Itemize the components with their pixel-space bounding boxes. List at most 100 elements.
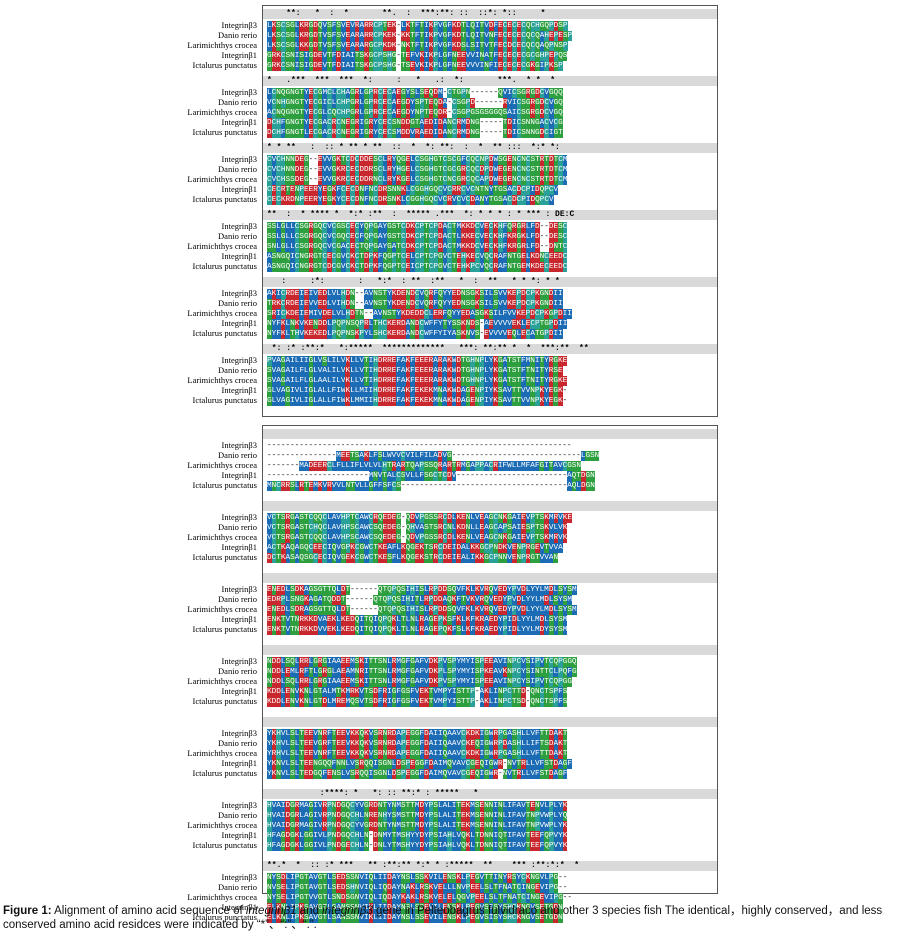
sequence-row: NYSDLIPGTAVGTLSEDSSNVIQLIIDAYNSLSSKVILEN… — [267, 873, 568, 883]
sequence-row: YKHVLSLTEEVNRFTEEVKKQKVSRNRDAPEGGFDAIIQA… — [267, 729, 568, 739]
sequence-row: ENEDLSDRAGSGTTQLDT------QTQPQSIHISLRPDDS… — [267, 605, 577, 615]
sequence-row: HFAGDGKLGGIVLPNDGQCHLN-DNMYTMSHYYDYPSIAH… — [267, 831, 568, 841]
alignment-block: : :*: : *:* : ** :** * : ** * * *: * * AK… — [263, 277, 717, 339]
sequence-row: AKICRDEIEIVEDLVLHDN--AVNSTYKDENDCVQRFQYY… — [267, 289, 563, 299]
species-label: Integrinβ3 — [221, 512, 257, 522]
species-label: Integrinβ3 — [221, 20, 257, 30]
species-label: Integrinβ3 — [221, 728, 257, 738]
species-label: Ictalurus punctatus — [192, 480, 257, 490]
sequence-row: ----------------------------------------… — [267, 442, 572, 450]
species-label-group: Integrinβ3 Danio rerio Larimichthys crocea… — [145, 584, 257, 634]
species-label: Ictalurus punctatus — [192, 194, 257, 204]
alignment-block: NDDLSQLRRLGRGIAAEEMSKITTSNLRMGFGAFVDKPVS… — [263, 645, 717, 707]
alignment-block: :****: * *: :: **:* : ***** * HVAIDGRMAG… — [263, 789, 717, 851]
sequence-row: VCTSRGASTCQQCLAVHPSCAWCSQEDEG-QDVPGSSRCD… — [267, 533, 568, 543]
sequence-row: LKSCSGLKKGDTVSFSVEARARGCPKDK-NKTFTIKPVGF… — [267, 41, 568, 51]
species-label-group: Integrinβ3 Danio rerio Larimichthys crocea… — [145, 154, 257, 204]
sequence-row: DCHFGNGTLECGACRCNEGRIGRYCECSMDDVRAEDIDAN… — [267, 128, 563, 138]
alignment-block: * .*** *** *** *: : * .: *: ***. * * * L… — [263, 76, 717, 138]
consensus-line: :****: * *: :: **:* : ***** * — [263, 789, 717, 799]
sequence-row: NDDLSQLRRLGRGIAAEEMSKITTSNLRMGFGAFVDKPVS… — [267, 657, 577, 667]
sequence-row: CECKRDNPEERYEGKYCECDNFNCDRSNKLCGGHGQCVCR… — [267, 195, 554, 205]
species-label-group: Integrinβ3 Danio rerio Larimichthys crocea… — [145, 355, 257, 405]
species-label-group: Integrinβ3 Danio rerio Larimichthys crocea… — [145, 87, 257, 137]
sequence-row: NDDLSQLRRLGRGIAAEEMSKITTSNLRMGFGAFVDKPVS… — [267, 677, 572, 687]
sequence-row: GLVAGIVLIGLALLFIWKLLMIIHDRREFAKFEKEKMNAK… — [267, 386, 568, 396]
species-label: Danio rerio — [218, 666, 257, 676]
consensus-line: **.* * :: :* *** ** :**:** *:* * :***** … — [263, 861, 717, 871]
species-label: Danio rerio — [218, 365, 257, 375]
consensus-line: * .*** *** *** *: : * .: *: ***. * * * — [263, 76, 717, 86]
sequence-row: VCTSRGASTCQQCLAVHPTCAWCRQEDEG-QDVPGSSRCD… — [267, 513, 572, 523]
consensus-line: : :*: : *:* : ** :** * : ** * * *: * * — [263, 277, 717, 287]
sequence-row: LCNQGNGTYECGMCLCHAGRLGPRCECAEGYSLSEQDM-C… — [267, 88, 563, 98]
species-label-group: Integrinβ3 Danio rerio Larimichthys crocea… — [145, 800, 257, 850]
sequence-row: VCTSRGASTCHQCLAVHPSCAWCSQEDEG-QHVASTSRCN… — [267, 523, 568, 533]
sequence-row: HVAIDGRMAGIVRPNDGQCYVGRDNTYNMSTTMDYPSLAL… — [267, 801, 568, 811]
species-label: Larimichthys crocea — [187, 174, 257, 184]
species-label: Integrinβ1 — [221, 902, 257, 912]
species-label: Danio rerio — [218, 30, 257, 40]
alignment-panel-bottom: ----------------------------------------… — [262, 425, 718, 923]
consensus-line — [263, 573, 717, 583]
species-label: Integrinβ3 — [221, 288, 257, 298]
species-label: Ictalurus punctatus — [192, 328, 257, 338]
sequence-row: DCTKASAQSGCECIQVGEKCGWCTKESFLKQGEKSTRCDE… — [267, 553, 559, 563]
sequence-row: ----------------------MNVTALCSVLLFSGCTCD… — [267, 471, 595, 481]
sequence-row: ELKNLIPKSAVGTLSANSSNVIKLIIDAYNSLSSEVILEN… — [267, 903, 563, 913]
sequence-row: CVCHSSDEG--EVVGKRCECDDRNCLRYKGELCSGHGTCN… — [267, 175, 568, 185]
species-label-group: Integrinβ3 Danio rerio Larimichthys crocea… — [145, 728, 257, 778]
species-label-group: Integrinβ3 Danio rerio Larimichthys crocea… — [145, 221, 257, 271]
sequence-row: YKNVLSLTEENGQQFNNLVSRQQISGNLDSPEGGFDAIMQ… — [267, 759, 572, 769]
species-label: Danio rerio — [218, 594, 257, 604]
species-label: Danio rerio — [218, 522, 257, 532]
sequence-row: CVCHNNDEG--EVVGKTCDCDDESCLRYQGELCSGHGTCS… — [267, 155, 568, 165]
species-label: Larimichthys crocea — [187, 748, 257, 758]
caption-text-c: gene in Pelteobagrus fulvidraco and othe… — [3, 905, 883, 931]
species-label: Larimichthys crocea — [187, 375, 257, 385]
species-label: Larimichthys crocea — [187, 676, 257, 686]
sequence-row: ASNGQICNGRGTCECGVCKCTDPKFQGPTCELCPTCPGVC… — [267, 252, 568, 262]
species-label: Danio rerio — [218, 231, 257, 241]
species-label: Danio rerio — [218, 810, 257, 820]
species-label: Larimichthys crocea — [187, 604, 257, 614]
sequence-row: GRKCSNISIGDEVTFDIAITSKGCPSHG-TEFVKIKPLGF… — [267, 51, 568, 61]
sequence-row: SVAGAILFLGLVALILVKLLVTIHDRREFAKFEEERARAK… — [267, 366, 563, 376]
species-label: Integrinβ1 — [221, 117, 257, 127]
species-label: Danio rerio — [218, 882, 257, 892]
alignment-block: **.* * :: :* *** ** :**:** *:* * :***** … — [263, 861, 717, 923]
sequence-row: VCNHGNGTYECGICLCHPGRLGPRCECAEGDYSPTEQDA-… — [267, 98, 563, 108]
species-label: Integrinβ3 — [221, 656, 257, 666]
species-label: Larimichthys crocea — [187, 40, 257, 50]
species-label: Integrinβ1 — [221, 470, 257, 480]
sequence-row: ENKTVTNRKKDVVEKLKEDQITQIQPQKLTLNLRAGEPQK… — [267, 625, 568, 635]
sequence-row: CECRTENPEERYEGKFCECDNFNCDRSNNKLCGGHGQCVC… — [267, 185, 559, 195]
species-label: Integrinβ1 — [221, 686, 257, 696]
alignment-block: ----------------------------------------… — [263, 429, 717, 491]
species-label: Danio rerio — [218, 738, 257, 748]
sequence-row: ACTKAQAGQCEECIQVGPKCGWCTKEAFLKQGEKTSRCDE… — [267, 543, 563, 553]
species-label: Integrinβ3 — [221, 584, 257, 594]
sequence-row: ASNGQICNGRGTCDCGVCKCTDPKFQGPTCEICPTCPGVC… — [267, 262, 568, 272]
sequence-row: MNCRRSLRTEMKVRVVLNTVLLGFFSFCS-----------… — [267, 481, 595, 491]
species-label: Larimichthys crocea — [187, 532, 257, 542]
figure-caption: Figure 1: Alignment of amino acid sequen… — [3, 904, 897, 932]
species-label: Integrinβ3 — [221, 154, 257, 164]
sequence-row: ACNQGNGTYECGLCQCHPGRLGPRCECAEGDYNPTEQDR-… — [267, 108, 563, 118]
sequence-row: GLVAGIVLIGLALLFIWKLMMIIHDRREFAKFEKEKMNAK… — [267, 396, 568, 406]
species-label: Integrinβ1 — [221, 385, 257, 395]
species-label-group: Integrinβ3 Danio rerio Larimichthys crocea… — [145, 872, 257, 922]
species-label: Larimichthys crocea — [187, 107, 257, 117]
sequence-row: LKSCSGLKRGDQVSFSVEVRARRCPTEK-LKTFTIKPVGF… — [267, 21, 568, 31]
species-label-group: Integrinβ3 Danio rerio Larimichthys crocea… — [145, 656, 257, 706]
consensus-line — [263, 501, 717, 511]
species-label: Larimichthys crocea — [187, 892, 257, 902]
species-label: Integrinβ1 — [221, 614, 257, 624]
species-label: Integrinβ1 — [221, 251, 257, 261]
alignment-block: **: * : * **. : ***:**: :: ::*: *:: * LK… — [263, 9, 717, 71]
sequence-row: YRHVLSLTEEVNRFTEEVKKQKVSRNRDAPEGGFDAIIQA… — [267, 749, 568, 759]
sequence-row: SSLGLLCSGRGQCVCGSCECYQPGAYGSTCDKCPTCPDAC… — [267, 222, 568, 232]
caption-gene1: integrinβ1 — [245, 905, 297, 917]
sequence-row: SNLGLLCSGRGQCVCGACECTQPGAYGATCDKCPTCPDAC… — [267, 242, 568, 252]
sequence-row: HFAGDGKLGGIVLPNDGECHLN-DNLYTMSHYYDYPSIAH… — [267, 841, 568, 851]
